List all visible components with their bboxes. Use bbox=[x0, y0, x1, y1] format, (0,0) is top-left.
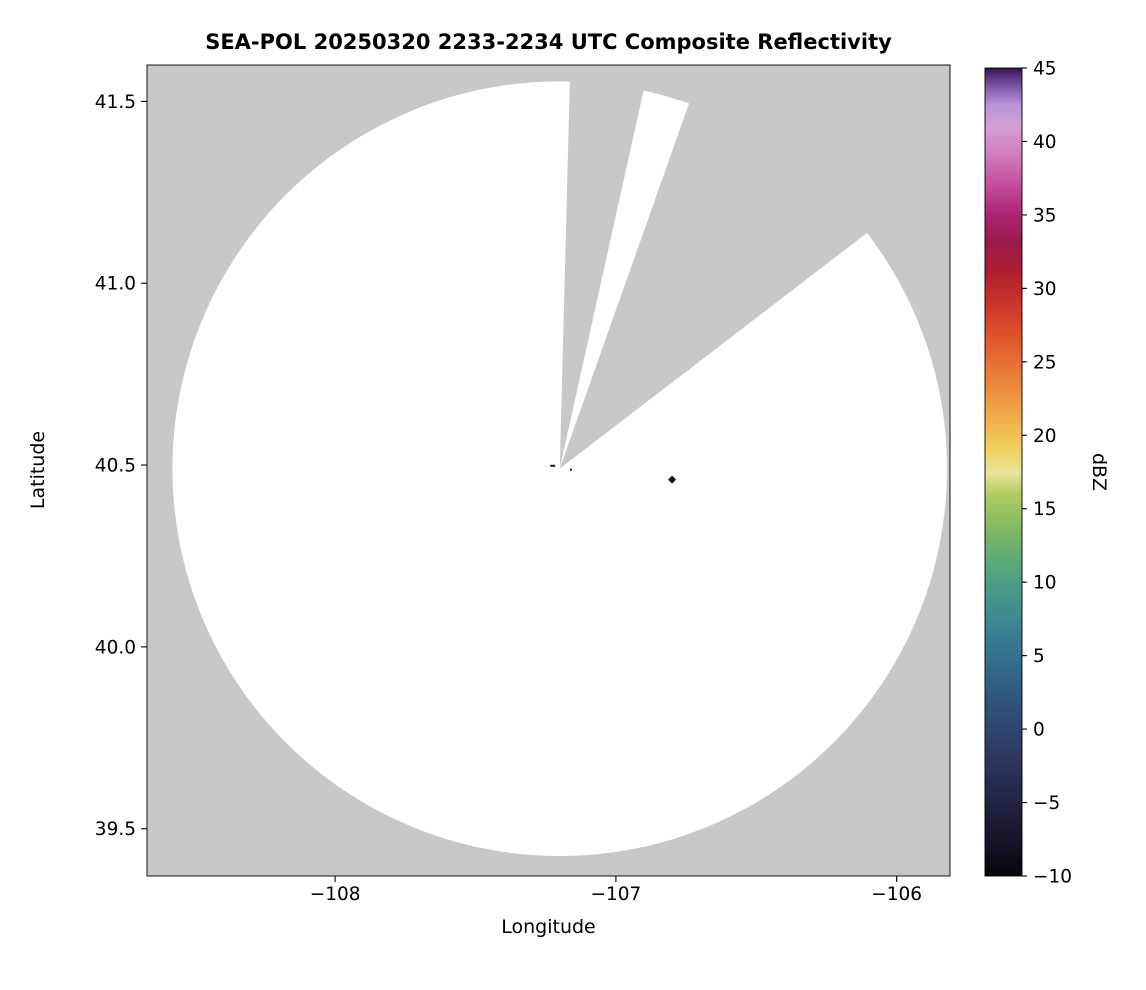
chart-title: SEA-POL 20250320 2233-2234 UTC Composite… bbox=[205, 30, 892, 54]
colorbar-tick-label: 10 bbox=[1033, 573, 1057, 594]
colorbar-tick-label: 20 bbox=[1033, 426, 1057, 447]
y-tick-label: 41.5 bbox=[95, 92, 136, 113]
colorbar-tick-label: −5 bbox=[1033, 793, 1060, 814]
plot-area bbox=[147, 65, 950, 876]
x-tick-label: −106 bbox=[871, 884, 922, 905]
plot-frame bbox=[146, 64, 951, 877]
colorbar-tick-label: −10 bbox=[1033, 867, 1072, 888]
colorbar-tick-label: 35 bbox=[1033, 205, 1057, 226]
colorbar-tick-label: 40 bbox=[1033, 132, 1057, 153]
y-tick-label: 39.5 bbox=[95, 819, 136, 840]
colorbar-bar bbox=[985, 68, 1022, 876]
colorbar-tick-label: 45 bbox=[1033, 59, 1057, 80]
y-tick-label: 40.0 bbox=[95, 637, 136, 658]
y-tick-label: 40.5 bbox=[95, 456, 136, 477]
colorbar-label: dBZ bbox=[1088, 452, 1110, 492]
echo-marker bbox=[550, 464, 556, 467]
echo-marker bbox=[668, 475, 677, 484]
colorbar-frame bbox=[984, 67, 1023, 877]
x-axis-label: Longitude bbox=[501, 916, 596, 938]
blocked-sector-wedge bbox=[559, 65, 950, 469]
x-tick-label: −108 bbox=[310, 884, 361, 905]
colorbar-tick-label: 0 bbox=[1033, 720, 1045, 741]
y-axis-label: Latitude bbox=[27, 430, 49, 510]
colorbar-tick-label: 5 bbox=[1033, 646, 1045, 667]
colorbar-tick-label: 30 bbox=[1033, 279, 1057, 300]
echo-marker bbox=[569, 468, 572, 471]
x-tick-label: −107 bbox=[590, 884, 641, 905]
y-tick-label: 41.0 bbox=[95, 274, 136, 295]
colorbar-tick-label: 25 bbox=[1033, 352, 1057, 373]
blocked-sector-wedge bbox=[559, 65, 650, 469]
colorbar-tick-label: 15 bbox=[1033, 499, 1057, 520]
